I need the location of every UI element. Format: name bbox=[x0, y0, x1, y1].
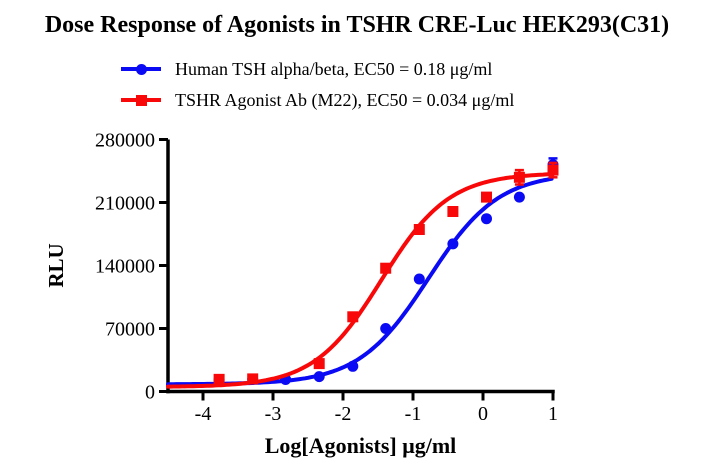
data-point-square bbox=[347, 311, 359, 323]
legend-square-shape bbox=[135, 94, 147, 106]
data-point-square bbox=[447, 206, 459, 217]
data-point-circle bbox=[380, 323, 392, 334]
x-tick-label: -3 bbox=[265, 403, 282, 425]
x-tick-label: 0 bbox=[478, 403, 488, 425]
data-point-square bbox=[247, 373, 259, 385]
fit-curve bbox=[166, 176, 554, 387]
legend-label: Human TSH alpha/beta, EC50 = 0.18 μg/ml bbox=[175, 58, 493, 79]
data-point-square bbox=[213, 373, 225, 385]
square-marker-icon bbox=[121, 94, 161, 106]
data-point-circle bbox=[447, 238, 459, 250]
y-tick-label: 0 bbox=[145, 382, 155, 404]
y-tick-label: 280000 bbox=[95, 130, 155, 152]
x-tick-label: -1 bbox=[405, 403, 422, 425]
legend-label: TSHR Agonist Ab (M22), EC50 = 0.034 μg/m… bbox=[175, 89, 515, 110]
data-point-circle bbox=[481, 213, 492, 225]
y-tick-label: 210000 bbox=[95, 193, 155, 215]
legend-circle-shape bbox=[135, 63, 147, 75]
x-axis-label: Log[Agonists] μg/ml bbox=[265, 433, 457, 458]
data-point-square bbox=[313, 358, 325, 370]
data-point-square bbox=[547, 164, 559, 176]
data-point-square bbox=[413, 224, 425, 235]
y-axis-label: RLU bbox=[44, 243, 68, 287]
x-tick-label: 1 bbox=[548, 403, 558, 425]
y-tick-label: 70000 bbox=[105, 319, 155, 341]
data-point-circle bbox=[513, 191, 525, 203]
data-point-circle bbox=[347, 360, 359, 372]
x-tick-label: -2 bbox=[335, 403, 352, 425]
data-point-square bbox=[513, 171, 525, 183]
data-point-square bbox=[380, 262, 392, 274]
fit-curve bbox=[166, 172, 554, 389]
legend-item-m22: TSHR Agonist Ab (M22), EC50 = 0.034 μg/m… bbox=[121, 88, 514, 112]
chart-title: Dose Response of Agonists in TSHR CRE-Lu… bbox=[44, 12, 670, 38]
y-tick-label: 140000 bbox=[95, 256, 155, 278]
legend-item-human-tsh: Human TSH alpha/beta, EC50 = 0.18 μg/ml bbox=[121, 57, 492, 81]
data-point-circle bbox=[413, 273, 425, 285]
circle-marker-icon bbox=[121, 63, 161, 75]
data-point-square bbox=[481, 191, 492, 203]
x-tick-label: -4 bbox=[195, 403, 212, 425]
data-point-circle bbox=[313, 371, 325, 383]
